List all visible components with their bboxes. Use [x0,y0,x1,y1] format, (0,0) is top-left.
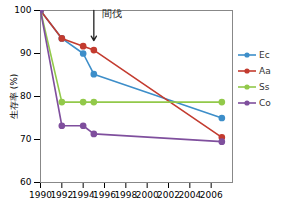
svg-text:2004: 2004 [178,190,201,200]
svg-text:90: 90 [20,48,32,58]
svg-text:間伐: 間伐 [102,8,122,19]
svg-text:1990: 1990 [29,190,52,200]
svg-text:60: 60 [20,177,32,187]
svg-text:2006: 2006 [200,190,223,200]
svg-text:1992: 1992 [50,190,73,200]
svg-text:生存率 (%): 生存率 (%) [9,74,19,119]
html-text:Aa: Aa [259,66,271,76]
svg-text:2000: 2000 [136,190,159,200]
html-text:Ec: Ec [259,50,270,60]
html-text:Ss: Ss [259,82,270,92]
html-text:Co: Co [259,98,271,108]
svg-text:80: 80 [20,91,32,101]
svg-text:2002: 2002 [157,190,180,200]
svg-text:1994: 1994 [72,190,95,200]
svg-text:1996: 1996 [93,190,116,200]
svg-text:100: 100 [14,5,31,15]
svg-text:70: 70 [20,134,32,144]
svg-text:1998: 1998 [114,190,137,200]
